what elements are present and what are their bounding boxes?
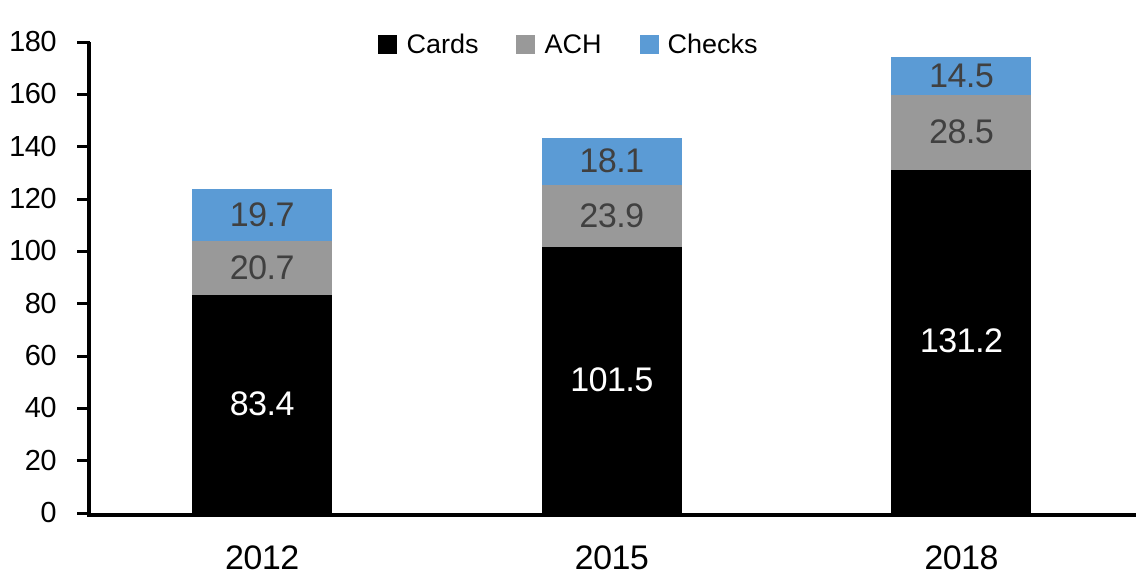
y-axis-tick: [77, 197, 90, 201]
legend-item-cards: Cards: [378, 31, 478, 58]
legend-item-ach: ACH: [516, 29, 602, 59]
y-axis-tick: [77, 354, 90, 358]
bar-value-label: 131.2: [919, 322, 1003, 361]
bar-value-label: 20.7: [229, 248, 295, 287]
y-axis-tick: [77, 511, 90, 515]
y-axis-label: 60: [24, 340, 57, 372]
y-axis-label: 120: [9, 183, 56, 215]
y-axis-tick: [77, 92, 90, 96]
bar-value-label: 83.4: [229, 384, 295, 423]
ach-swatch-icon: [516, 35, 536, 54]
y-axis-tick: [77, 145, 90, 149]
cards-swatch-icon: [378, 35, 398, 54]
bar-segment-cards-2012: 83.4: [191, 294, 332, 513]
y-axis-label: 0: [40, 497, 56, 529]
y-axis-label: 80: [24, 287, 57, 320]
y-axis-label: 180: [9, 26, 56, 58]
y-axis-tick: [77, 40, 90, 44]
y-axis-line: [87, 42, 91, 517]
x-axis-label: 2012: [225, 539, 299, 577]
legend-item-checks: Checks: [639, 29, 758, 59]
bar-segment-checks-2018: 14.5: [891, 57, 1032, 96]
chart-legend: Cards ACH Checks: [0, 31, 1136, 58]
bar-value-label: 14.5: [929, 57, 994, 96]
ach-legend-label: ACH: [544, 29, 602, 59]
bar-segment-ach-2018: 28.5: [891, 95, 1032, 170]
bar-value-label: 101.5: [570, 361, 653, 400]
x-axis-label: 2018: [924, 539, 998, 577]
x-axis-line: [87, 513, 1136, 517]
checks-legend-label: Checks: [667, 29, 758, 59]
checks-swatch-icon: [639, 35, 659, 54]
y-axis-label: 100: [9, 235, 56, 268]
bar-segment-ach-2015: 23.9: [541, 184, 682, 248]
y-axis-label: 20: [24, 444, 57, 477]
bar-segment-ach-2012: 20.7: [191, 240, 332, 295]
y-axis-label: 140: [9, 130, 56, 163]
y-axis-tick: [77, 249, 90, 253]
bar-value-label: 19.7: [229, 195, 295, 234]
y-axis-tick: [77, 459, 90, 463]
y-axis-tick: [77, 302, 90, 306]
bar-value-label: 23.9: [579, 197, 644, 236]
bar-segment-cards-2015: 101.5: [541, 247, 682, 513]
x-axis-label: 2015: [574, 539, 649, 577]
y-axis-label: 40: [24, 392, 57, 425]
y-axis-tick: [77, 406, 90, 410]
bar-segment-checks-2012: 19.7: [191, 189, 332, 241]
y-axis-label: 160: [9, 78, 56, 111]
bar-value-label: 18.1: [579, 142, 644, 181]
bar-segment-cards-2018: 131.2: [891, 169, 1032, 513]
cards-legend-label: Cards: [406, 29, 479, 59]
bar-value-label: 28.5: [929, 113, 994, 152]
bar-segment-checks-2015: 18.1: [541, 137, 682, 185]
